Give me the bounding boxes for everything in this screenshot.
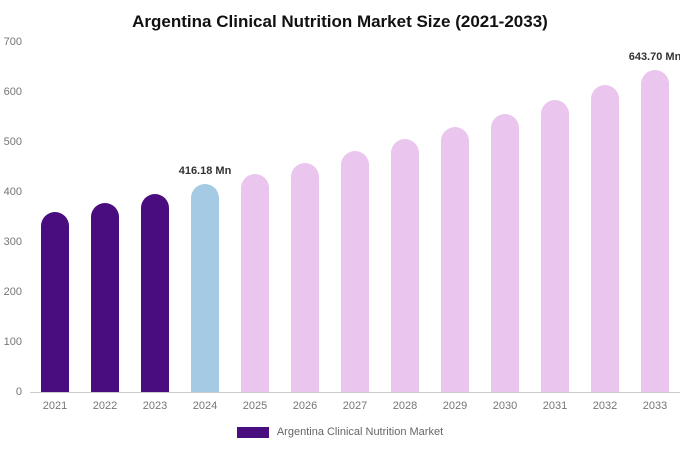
x-axis-tick-label: 2032 [592,400,618,412]
legend-label: Argentina Clinical Nutrition Market [276,426,444,438]
bar-2031[interactable] [541,99,569,392]
y-axis-tick-label: 300 [3,236,22,248]
x-axis-tick-label: 2033 [642,400,668,412]
y-axis-tick-label: 600 [3,86,22,98]
x-axis-tick-label: 2022 [92,400,118,412]
plot-area: 416.18 Mn 643.70 Mn [30,42,680,393]
bar-2022[interactable] [91,203,119,392]
data-label: 416.18 Mn [178,164,232,177]
y-axis-tick-label: 700 [3,36,22,48]
x-axis-tick-label: 2031 [542,400,568,412]
x-axis: 2021 2022 2023 2024 2025 2026 2027 2028 2029 2030… [30,399,680,413]
x-axis-tick-label: 2030 [492,400,518,412]
y-axis: 0 100 200 300 400 500 600 700 [0,36,22,398]
y-axis-tick-label: 100 [3,336,22,348]
x-axis-tick-label: 2026 [292,400,318,412]
chart-title: Argentina Clinical Nutrition Market Size… [132,12,548,31]
bar-2030[interactable] [491,113,519,392]
bar-2027[interactable] [341,151,369,392]
data-label: 643.70 Mn [628,51,680,64]
bar-2023[interactable] [141,193,169,392]
x-axis-tick-label: 2029 [442,400,468,412]
x-axis-tick-label: 2025 [242,400,268,412]
x-axis-tick-label: 2021 [42,400,68,412]
bar-2025[interactable] [241,173,269,392]
bar-2028[interactable] [391,139,419,392]
bar-2024[interactable] [191,183,219,392]
y-axis-tick-label: 400 [3,186,22,198]
y-axis-tick-label: 200 [3,286,22,298]
bar-2033[interactable] [641,70,669,392]
bar-2032[interactable] [591,85,619,392]
x-axis-tick-label: 2023 [142,400,168,412]
legend-swatch [236,426,269,438]
y-axis-tick-label: 500 [3,136,22,148]
bar-2026[interactable] [291,162,319,392]
y-axis-tick-label: 0 [15,386,22,398]
legend-item[interactable]: Argentina Clinical Nutrition Market [0,426,680,438]
bar-2021[interactable] [41,212,69,392]
x-axis-tick-label: 2024 [192,400,218,412]
x-axis-tick-label: 2028 [392,400,418,412]
bar-2029[interactable] [441,126,469,392]
x-axis-tick-label: 2027 [342,400,368,412]
